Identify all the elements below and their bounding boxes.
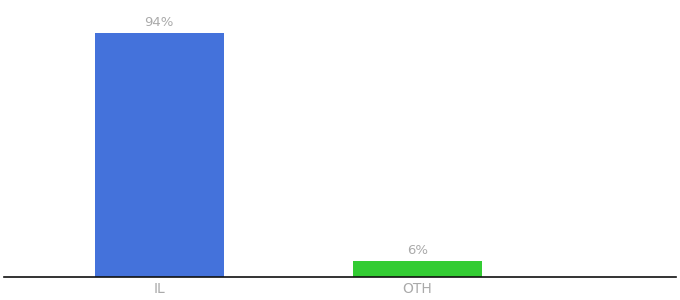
Bar — [95, 33, 224, 277]
Text: 6%: 6% — [407, 244, 428, 257]
Bar — [353, 261, 482, 277]
Text: 94%: 94% — [144, 16, 174, 29]
